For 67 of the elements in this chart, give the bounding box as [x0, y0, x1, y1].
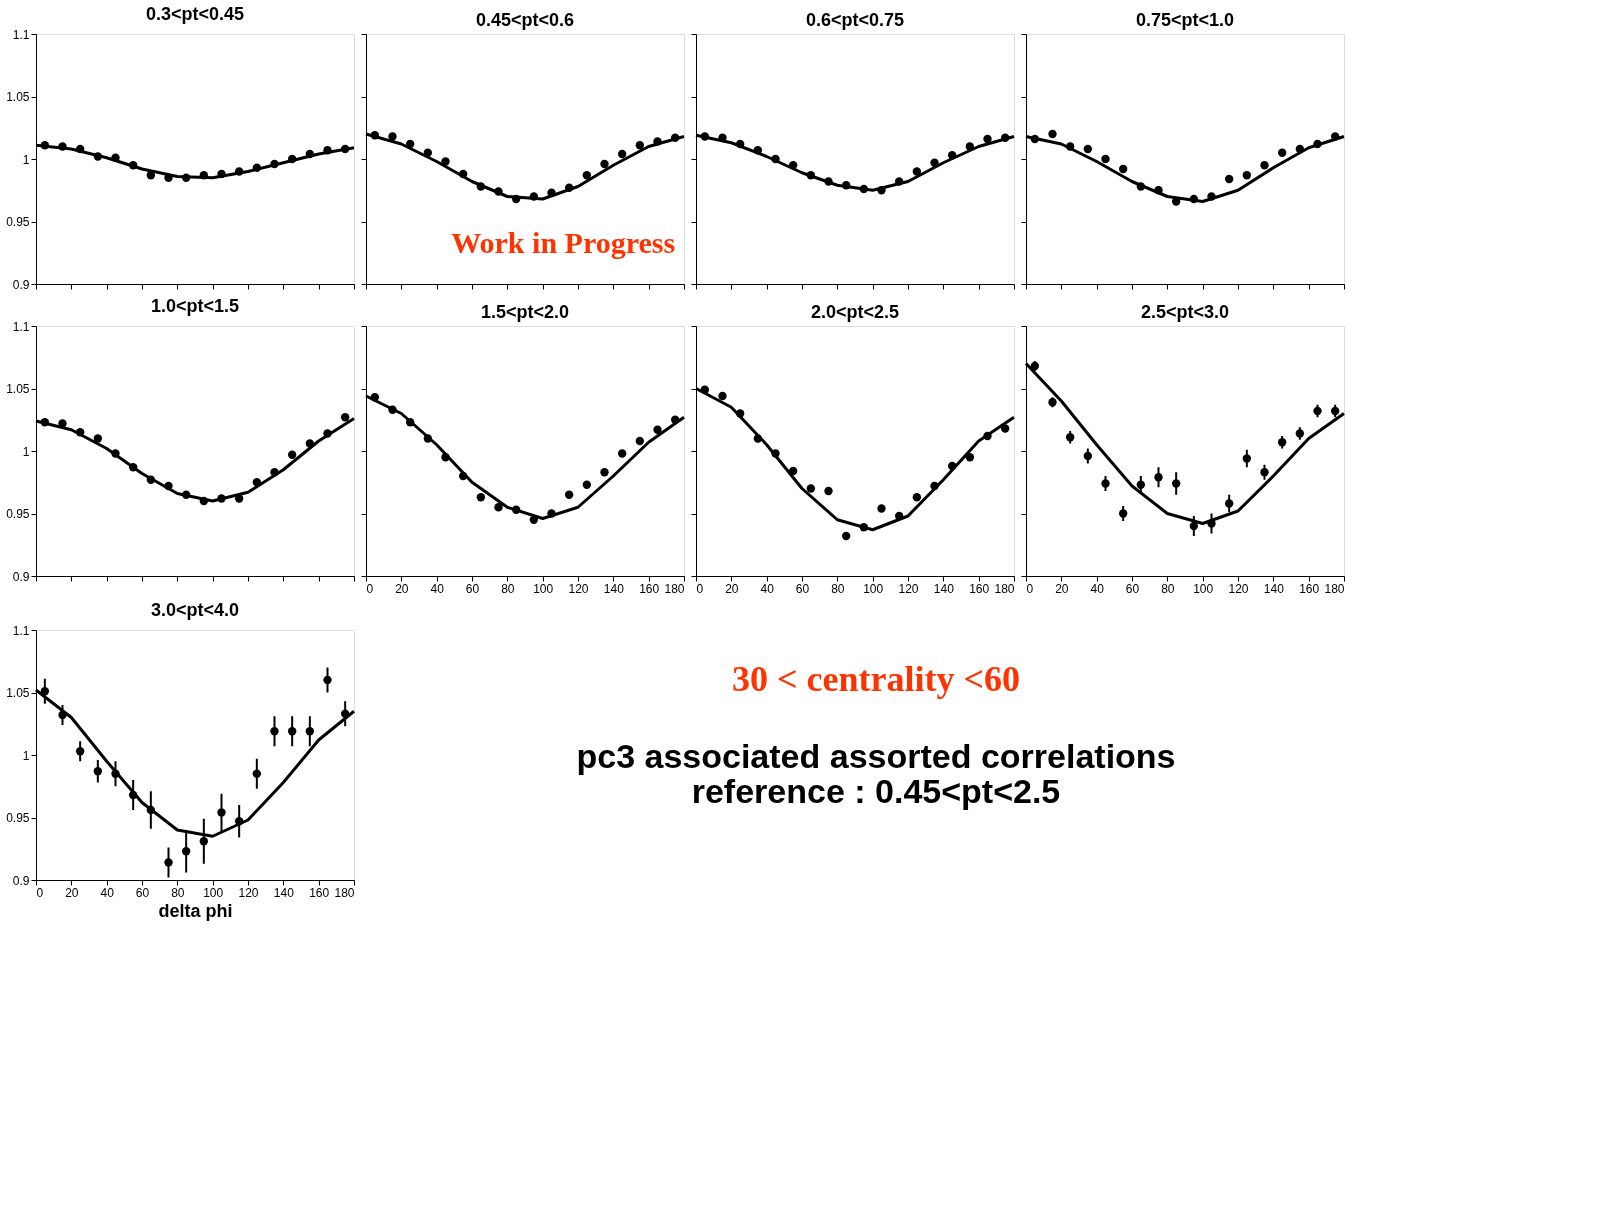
x-tick-label: 140 — [273, 885, 295, 900]
x-tick-label: 80 — [171, 885, 185, 900]
x-tick-label: 100 — [533, 581, 554, 596]
x-tick-label: 40 — [100, 885, 115, 900]
x-tick-label: 40 — [1090, 581, 1105, 596]
chart-title: 1.0<pt<1.5 — [150, 296, 240, 316]
x-tick-label: 40 — [760, 581, 775, 596]
y-tick-label: 0.95 — [6, 507, 30, 521]
x-tick-label: 0 — [366, 581, 374, 596]
x-tick-label: 80 — [1161, 581, 1175, 596]
y-tick-label: 1 — [22, 152, 30, 167]
y-tick-label: 0.9 — [12, 873, 30, 888]
x-tick-label: 180 — [994, 581, 1015, 596]
x-tick-label: 120 — [238, 885, 259, 900]
y-tick-label: 0.95 — [6, 811, 30, 825]
x-tick-label: 20 — [65, 885, 79, 900]
chart-title: 0.3<pt<0.45 — [145, 4, 245, 24]
x-tick-label: 80 — [501, 581, 515, 596]
x-tick-label: 20 — [725, 581, 739, 596]
x-tick-label: 180 — [664, 581, 685, 596]
text: 30 < centrality <60 — [732, 659, 1020, 699]
x-tick-label: 60 — [465, 581, 480, 596]
chart-title: 1.5<pt<2.0 — [480, 301, 570, 322]
x-tick-label: 60 — [1125, 581, 1140, 596]
y-tick-label: 1.05 — [6, 382, 30, 396]
x-tick-label: 120 — [1228, 581, 1249, 596]
chart-title: 2.5<pt<3.0 — [1140, 301, 1230, 322]
y-tick-label: 0.9 — [12, 569, 30, 584]
x-tick-label: 100 — [863, 581, 884, 596]
x-tick-label: 180 — [1324, 581, 1345, 596]
x-tick-label: 140 — [603, 581, 625, 596]
x-tick-label: 140 — [933, 581, 955, 596]
y-tick-label: 0.9 — [12, 277, 30, 292]
x-tick-label: 20 — [395, 581, 409, 596]
x-tick-label: 0 — [1026, 581, 1034, 596]
x-tick-label: 120 — [568, 581, 589, 596]
chart-title: 3.0<pt<4.0 — [150, 600, 240, 620]
x-tick-label: 160 — [1299, 581, 1320, 596]
y-tick-label: 0.95 — [6, 215, 30, 229]
x-tick-label: 0 — [36, 885, 44, 900]
y-tick-label: 1.05 — [6, 90, 30, 104]
x-tick-label: 160 — [309, 885, 330, 900]
x-tick-label: 100 — [203, 885, 224, 900]
chart-title: 0.6<pt<0.75 — [805, 9, 905, 30]
x-tick-label: 40 — [430, 581, 445, 596]
chart-title: 0.75<pt<1.0 — [1135, 9, 1235, 30]
y-tick-label: 1 — [22, 748, 30, 763]
x-tick-label: 180 — [334, 885, 355, 900]
x-tick-label: 20 — [1055, 581, 1069, 596]
chart-title: 0.45<pt<0.6 — [475, 9, 575, 30]
y-tick-label: 1.05 — [6, 686, 30, 700]
x-tick-label: 60 — [135, 885, 150, 900]
x-tick-label: 120 — [898, 581, 919, 596]
x-tick-label: 160 — [639, 581, 660, 596]
annotation: Work in Progress — [451, 226, 676, 259]
y-tick-label: 1.1 — [12, 27, 30, 42]
chart-title: 2.0<pt<2.5 — [810, 301, 900, 322]
x-tick-label: 100 — [1193, 581, 1214, 596]
x-tick-label: 160 — [969, 581, 990, 596]
y-tick-label: 1 — [22, 444, 30, 459]
y-tick-label: 1.1 — [12, 623, 30, 638]
x-tick-label: 0 — [696, 581, 704, 596]
x-tick-label: 60 — [795, 581, 810, 596]
x-tick-label: 140 — [1263, 581, 1285, 596]
y-tick-label: 1.1 — [12, 319, 30, 334]
x-tick-label: 80 — [831, 581, 845, 596]
x-axis-title: delta phi — [158, 900, 233, 921]
